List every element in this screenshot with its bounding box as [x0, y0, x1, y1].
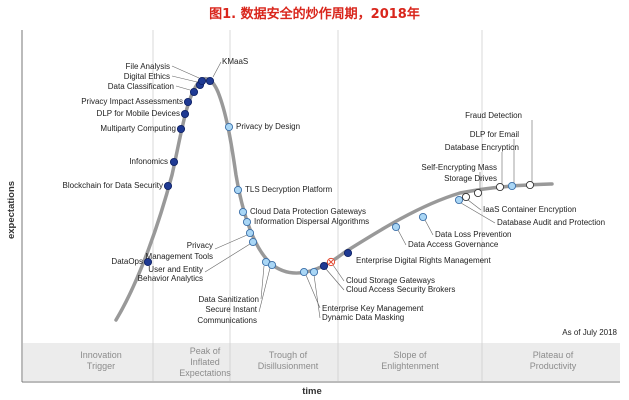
marker-tls-decryption-platform	[233, 185, 243, 195]
label-blockchain-for-data-security: Blockchain for Data Security	[63, 181, 164, 190]
label-cloud-access-security-brokers: Cloud Access Security Brokers	[346, 285, 455, 294]
leader-line-digital-ethics	[171, 75, 198, 83]
leader-line-dynamic-data-masking	[313, 274, 321, 319]
label-privacy-management-tools: Privacy	[187, 241, 213, 250]
leader-line-database-audit-and-protection	[460, 202, 496, 224]
label-enterprise-key-management: Enterprise Key Management	[322, 304, 424, 313]
label-kmaas: KMaaS	[222, 57, 248, 66]
marker-dataops	[143, 257, 153, 267]
phase-label: Innovation	[80, 350, 122, 360]
marker-file-analysis	[197, 76, 207, 86]
label-data-sanitization: Data Sanitization	[199, 295, 259, 304]
marker-database-encryption	[495, 182, 505, 192]
leader-line-iaas-container-encryption	[467, 199, 482, 211]
as-of-note: As of July 2018	[562, 328, 617, 337]
label-data-loss-prevention: Data Loss Prevention	[435, 230, 512, 239]
marker-enterprise-key-management	[299, 267, 309, 277]
leader-line-cloud-storage-gateways	[332, 264, 345, 282]
marker-kmaas	[205, 76, 215, 86]
hype-curve	[114, 76, 554, 322]
x-axis-label: time	[302, 386, 322, 397]
label-dlp-for-email: DLP for Email	[470, 130, 519, 139]
phase-label: Inflated	[190, 357, 220, 367]
phase-label: Disillusionment	[258, 361, 319, 371]
leader-line-kmaas	[212, 61, 222, 78]
label-enterprise-digital-rights-management: Enterprise Digital Rights Management	[356, 256, 492, 265]
marker-data-access-governance	[391, 222, 401, 232]
phase-label: Peak of	[190, 346, 221, 356]
label-cloud-data-protection-gateways: Cloud Data Protection Gateways	[250, 207, 366, 216]
phase-label: Slope of	[393, 350, 427, 360]
marker-secure-instant-communications	[267, 260, 277, 270]
phase-label: Expectations	[179, 368, 231, 378]
label-database-audit-and-protection: Database Audit and Protection	[497, 218, 605, 227]
phase-band	[23, 343, 620, 381]
leader-line-user-and-entity-behavior-analytics	[204, 243, 251, 273]
label-privacy-impact-assessments: Privacy Impact Assessments	[81, 97, 183, 106]
marker-self-encrypting-mass-storage-drives	[473, 188, 483, 198]
phase-label: Trigger	[87, 361, 115, 371]
leader-line-data-classification	[175, 85, 191, 91]
label-dlp-for-mobile-devices: DLP for Mobile Devices	[97, 109, 180, 118]
marker-blockchain-for-data-security	[163, 181, 173, 191]
label-user-and-entity-behavior-analytics: Behavior Analytics	[138, 274, 203, 283]
marker-data-loss-prevention	[418, 212, 428, 222]
label-iaas-container-encryption: IaaS Container Encryption	[483, 205, 576, 214]
phase-label: Trough of	[269, 350, 308, 360]
label-data-classification: Data Classification	[108, 82, 174, 91]
label-infonomics: Infonomics	[129, 157, 168, 166]
label-secure-instant-communications: Secure Instant	[205, 305, 257, 314]
label-dynamic-data-masking: Dynamic Data Masking	[322, 313, 404, 322]
marker-iaas-container-encryption	[461, 192, 471, 202]
marker-enterprise-digital-rights-management	[343, 248, 353, 258]
marker-x-cloud-storage-gateways	[328, 259, 334, 265]
label-user-and-entity-behavior-analytics: User and Entity	[148, 265, 203, 274]
label-self-encrypting-mass-storage-drives: Storage Drives	[444, 174, 497, 183]
label-privacy-by-design: Privacy by Design	[236, 122, 300, 131]
marker-multiparty-computing	[176, 124, 186, 134]
label-privacy-management-tools: Management Tools	[146, 252, 213, 261]
phase-label: Productivity	[530, 361, 577, 371]
label-multiparty-computing: Multiparty Computing	[100, 124, 176, 133]
leader-line-privacy-management-tools	[214, 234, 248, 250]
marker-dynamic-data-masking	[309, 267, 319, 277]
leader-line-cloud-access-security-brokers	[325, 268, 345, 291]
label-tls-decryption-platform: TLS Decryption Platform	[245, 185, 332, 194]
label-data-access-governance: Data Access Governance	[408, 240, 499, 249]
leader-line-file-analysis	[171, 65, 200, 79]
leader-line-secure-instant-communications	[258, 267, 271, 313]
phase-label: Enlightenment	[381, 361, 439, 371]
label-fraud-detection: Fraud Detection	[465, 111, 522, 120]
marker-infonomics	[169, 157, 179, 167]
label-dataops: DataOps	[111, 257, 143, 266]
label-self-encrypting-mass-storage-drives: Self-Encrypting Mass	[421, 163, 497, 172]
leader-line-data-access-governance	[397, 229, 407, 246]
marker-fraud-detection	[525, 180, 535, 190]
marker-information-dispersal-algorithms	[242, 217, 252, 227]
marker-user-and-entity-behavior-analytics	[248, 237, 258, 247]
label-digital-ethics: Digital Ethics	[124, 72, 170, 81]
marker-privacy-impact-assessments	[183, 97, 193, 107]
marker-privacy-by-design	[224, 122, 234, 132]
marker-cloud-access-security-brokers	[319, 261, 329, 271]
marker-dlp-for-email	[507, 181, 517, 191]
label-secure-instant-communications: Communications	[197, 316, 257, 325]
marker-database-audit-and-protection	[454, 195, 464, 205]
leader-line-data-sanitization	[260, 265, 265, 300]
label-cloud-storage-gateways: Cloud Storage Gateways	[346, 276, 435, 285]
marker-privacy-management-tools	[245, 228, 255, 238]
label-file-analysis: File Analysis	[126, 62, 170, 71]
marker-data-classification	[189, 87, 199, 97]
y-axis-label: expectations	[6, 181, 17, 239]
marker-dlp-for-mobile-devices	[180, 109, 190, 119]
marker-cloud-data-protection-gateways	[238, 207, 248, 217]
label-information-dispersal-algorithms: Information Dispersal Algorithms	[254, 217, 369, 226]
figure-title: 图1. 数据安全的炒作周期，2018年	[209, 7, 420, 22]
leader-line-data-loss-prevention	[424, 219, 434, 236]
label-database-encryption: Database Encryption	[445, 143, 519, 152]
phase-label: Plateau of	[533, 350, 574, 360]
